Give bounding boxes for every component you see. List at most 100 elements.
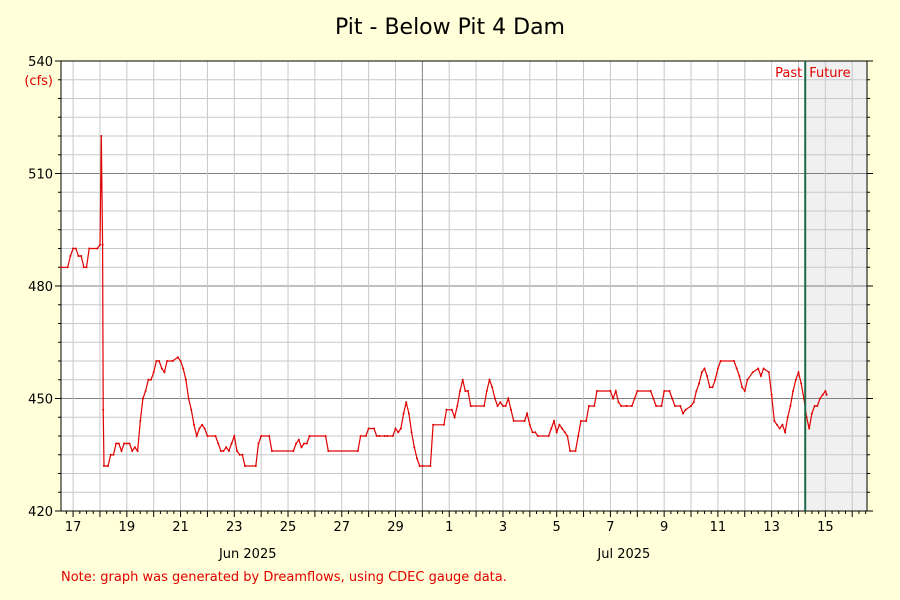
data-point: [759, 375, 762, 377]
data-point: [241, 453, 244, 456]
y-tick-label: 420: [28, 505, 53, 520]
data-point: [741, 386, 744, 389]
data-point: [233, 435, 236, 437]
data-point: [714, 378, 717, 381]
data-point: [397, 431, 400, 434]
data-point: [735, 367, 738, 370]
data-point: [217, 442, 220, 445]
data-point: [652, 397, 655, 400]
data-point: [797, 371, 800, 374]
data-point: [405, 401, 408, 404]
data-point: [195, 435, 198, 437]
data-point: [421, 465, 424, 467]
data-point: [695, 390, 698, 392]
data-point: [757, 367, 760, 370]
data-point: [808, 427, 811, 430]
data-point: [690, 405, 692, 407]
x-tick-label: 15: [817, 520, 834, 535]
data-point: [136, 450, 139, 452]
data-point: [107, 465, 109, 467]
data-point: [719, 360, 722, 362]
data-point: [561, 427, 564, 430]
data-point: [733, 360, 735, 362]
data-point: [219, 450, 222, 452]
chart-title: Pit - Below Pit 4 Dam: [335, 15, 565, 40]
data-point: [257, 442, 260, 445]
y-tick-label: 480: [28, 280, 53, 295]
data-point: [327, 450, 330, 452]
data-point: [85, 266, 88, 269]
data-point: [700, 371, 703, 374]
data-point: [373, 427, 375, 430]
x-tick-label: 21: [172, 520, 189, 535]
x-tick-label: 9: [660, 520, 668, 535]
data-point: [569, 450, 572, 452]
data-point: [324, 435, 327, 437]
data-point: [359, 435, 362, 437]
x-tick-label: 23: [226, 520, 243, 535]
month-label: Jun 2025: [218, 547, 277, 562]
data-point: [442, 423, 445, 426]
data-point: [579, 420, 582, 422]
data-point: [776, 423, 778, 426]
data-point: [671, 397, 674, 400]
data-point: [184, 378, 187, 381]
data-point: [630, 405, 633, 407]
data-point: [469, 405, 472, 407]
data-point: [585, 420, 588, 422]
data-point: [292, 450, 295, 452]
data-point: [193, 423, 195, 426]
data-point: [456, 405, 459, 407]
data-point: [125, 442, 128, 445]
data-point: [171, 360, 174, 362]
data-point: [225, 446, 228, 449]
data-point: [432, 423, 435, 426]
x-tick-label: 19: [119, 520, 136, 535]
data-point: [555, 431, 558, 434]
data-point: [485, 390, 488, 392]
data-point: [536, 435, 539, 437]
data-point: [663, 390, 666, 392]
data-point: [770, 393, 773, 396]
data-point: [182, 367, 185, 370]
data-point: [682, 412, 684, 415]
data-point: [74, 247, 77, 250]
data-point: [467, 390, 469, 392]
data-point: [99, 243, 101, 246]
data-point: [163, 371, 166, 374]
data-point: [416, 457, 418, 460]
data-point: [117, 442, 120, 445]
data-point: [133, 446, 136, 449]
data-point: [593, 405, 596, 407]
data-point: [270, 450, 273, 452]
data-point: [684, 408, 687, 411]
past-label: Past: [775, 66, 802, 81]
x-tick-label: 5: [553, 520, 561, 535]
data-point: [491, 386, 494, 389]
data-point: [80, 255, 83, 257]
data-point: [386, 435, 389, 437]
x-tick-label: 29: [387, 520, 404, 535]
data-point: [147, 378, 150, 381]
data-point: [706, 375, 709, 377]
data-point: [596, 390, 598, 392]
data-point: [679, 405, 682, 407]
data-point: [512, 420, 515, 422]
data-point: [655, 405, 658, 407]
data-point: [528, 423, 531, 426]
data-point: [120, 450, 123, 452]
y-tick-label: 450: [28, 393, 53, 408]
data-point: [563, 431, 566, 434]
data-point: [464, 390, 467, 392]
data-point: [692, 401, 695, 404]
data-point: [816, 405, 819, 407]
data-point: [222, 450, 225, 452]
data-point: [201, 423, 204, 426]
data-point: [531, 431, 534, 434]
data-point: [198, 427, 201, 430]
data-point: [660, 405, 663, 407]
x-tick-label: 13: [763, 520, 780, 535]
data-point: [792, 390, 795, 392]
data-point: [179, 360, 182, 362]
data-point: [413, 446, 416, 449]
